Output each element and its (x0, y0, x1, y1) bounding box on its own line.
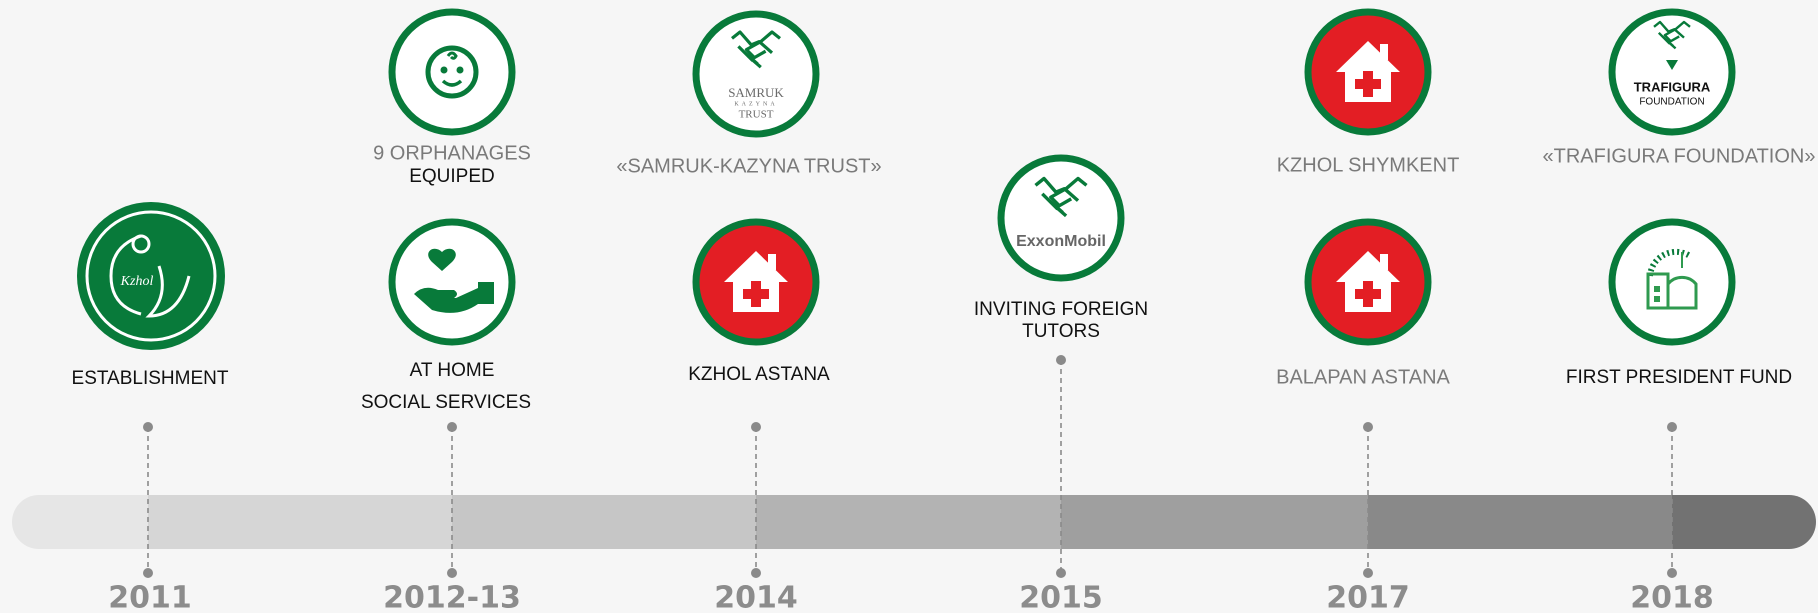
event-label: KZHOL ASTANA (688, 364, 830, 385)
logo-text: SAMRUK (728, 85, 784, 100)
year: 2017 (1326, 581, 1410, 613)
logo-text: ExxonMobil (1016, 233, 1106, 250)
fund-icon (1612, 222, 1732, 342)
connectors (143, 355, 1677, 578)
event-label: TUTORS (1022, 321, 1100, 342)
event-label: INVITING FOREIGN (974, 299, 1148, 320)
event-label: BALAPAN ASTANA (1276, 366, 1450, 388)
trafigura-logo: TRAFIGURA FOUNDATION (1612, 12, 1732, 132)
year: 2018 (1630, 581, 1714, 613)
logo-text: Kzhol (120, 274, 154, 289)
logo-text: TRAFIGURA (1634, 79, 1711, 94)
samruk-logo: SAMRUK KAZYNA TRUST (696, 14, 816, 134)
year: 2014 (714, 581, 798, 613)
care-icon (392, 222, 512, 342)
event-label: «SAMRUK-KAZYNA TRUST» (616, 155, 881, 177)
year: 2012-13 (383, 581, 521, 613)
logo-text: TRUST (739, 109, 774, 121)
baby-icon (392, 12, 512, 132)
event-label: «TRAFIGURA FOUNDATION» (1543, 145, 1816, 167)
logo-text: KAZYNA (734, 101, 777, 107)
house-icon (1308, 12, 1428, 132)
year: 2011 (108, 581, 192, 613)
house-icon (1308, 222, 1428, 342)
exxon-logo: ExxonMobil (1001, 158, 1121, 278)
event-label: AT HOME (410, 360, 495, 381)
event-label: EQUIPED (409, 166, 495, 187)
event-label: SOCIAL SERVICES (361, 392, 531, 413)
event-label: KZHOL SHYMKENT (1277, 154, 1460, 176)
year: 2015 (1019, 581, 1103, 613)
timeline-bar (12, 495, 1816, 549)
event-label: FIRST PRESIDENT FUND (1566, 367, 1792, 388)
logo-text: FOUNDATION (1639, 97, 1704, 108)
kzhol-logo: Kzhol (77, 202, 225, 350)
event-label: ESTABLISHMENT (72, 368, 229, 389)
event-label: 9 ORPHANAGES (373, 142, 531, 164)
house-icon (696, 222, 816, 342)
